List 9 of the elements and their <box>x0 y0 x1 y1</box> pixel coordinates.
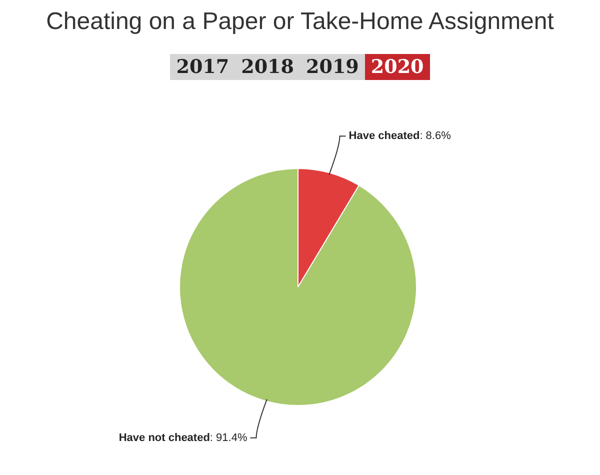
text: 2020 <box>364 54 430 80</box>
slice-label: Have not cheated <box>118 432 210 444</box>
text: 2018 <box>235 54 300 80</box>
text: 2019 <box>300 54 365 80</box>
data-label: : 8.6% <box>420 130 452 142</box>
text: 2017 <box>170 54 236 80</box>
chart-title: Cheating on a Paper or Take-Home Assignment <box>45 8 555 37</box>
data-label: : 91.4% <box>210 432 248 444</box>
slice-label: Have cheated <box>348 130 420 142</box>
